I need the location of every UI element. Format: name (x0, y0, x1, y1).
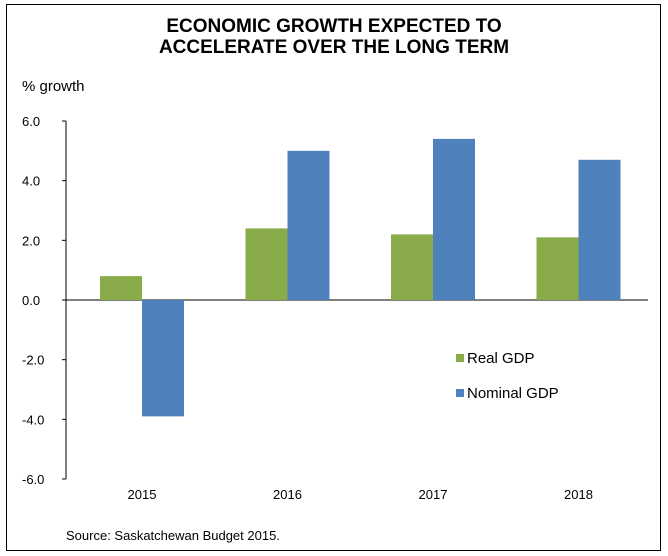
x-tick-label: 2016 (273, 487, 302, 502)
legend-swatch-real-gdp (456, 354, 464, 362)
x-tick-label: 2018 (564, 487, 593, 502)
chart-title: ECONOMIC GROWTH EXPECTED TO ACCELERATE O… (0, 16, 668, 58)
chart-title-line-2: ACCELERATE OVER THE LONG TERM (158, 37, 510, 58)
y-tick-label: -4.0 (22, 412, 44, 427)
y-tick-label: -2.0 (22, 353, 44, 368)
y-tick-label: 6.0 (22, 114, 40, 129)
bar-real-gdp-2016 (245, 228, 288, 300)
legend-label-nominal-gdp: Nominal GDP (467, 385, 559, 402)
y-tick-label: 4.0 (22, 174, 40, 189)
bar-nominal-gdp-2018 (578, 159, 621, 300)
chart-title-line-1: ECONOMIC GROWTH EXPECTED TO (166, 16, 502, 37)
legend-swatch-nominal-gdp (456, 389, 464, 397)
bar-real-gdp-2017 (391, 234, 433, 300)
bar-nominal-gdp-2016 (287, 150, 330, 300)
source-note: Source: Saskatchewan Budget 2015. (66, 528, 280, 543)
y-tick-label: -6.0 (22, 472, 44, 487)
x-tick-label: 2017 (419, 487, 448, 502)
bar-nominal-gdp-2015 (142, 300, 184, 417)
y-tick-label: 2.0 (22, 233, 40, 248)
x-tick-label: 2015 (128, 487, 157, 502)
bar-nominal-gdp-2017 (433, 138, 475, 300)
y-axis-label: % growth (22, 78, 85, 95)
legend-label-real-gdp: Real GDP (467, 350, 535, 367)
bar-real-gdp-2018 (536, 237, 579, 300)
bar-real-gdp-2015 (100, 276, 142, 300)
y-tick-label: 0.0 (22, 293, 40, 308)
